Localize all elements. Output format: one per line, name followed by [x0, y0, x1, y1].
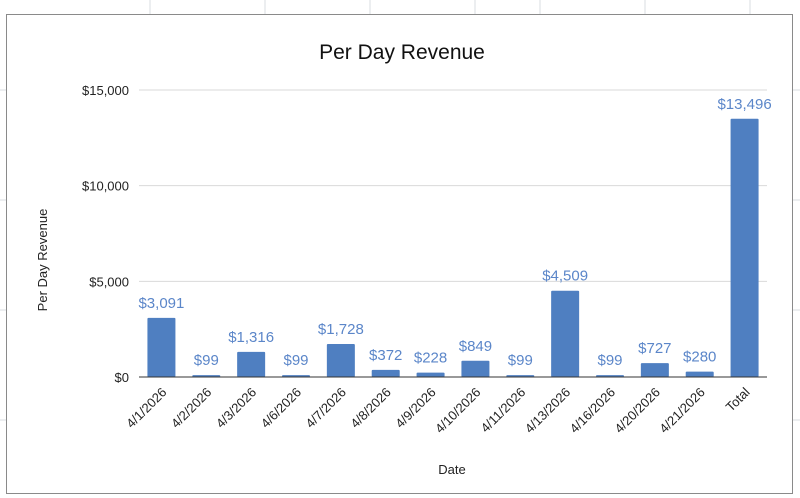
x-tick-label: 4/16/2026 — [567, 385, 619, 437]
data-label: $99 — [194, 352, 219, 369]
data-label: $280 — [683, 349, 716, 366]
bar-chart: Per Day Revenue Per Day Revenue Date $0$… — [35, 41, 772, 477]
x-tick-label: 4/21/2026 — [656, 385, 708, 437]
y-tick-label: $0 — [115, 370, 129, 385]
x-tick-label: 4/2/2026 — [168, 385, 214, 431]
x-tick-label: 4/3/2026 — [213, 385, 259, 431]
bar — [685, 371, 714, 377]
bar — [640, 363, 669, 377]
bars — [147, 118, 759, 377]
chart-container[interactable]: Per Day Revenue Per Day Revenue Date $0 $… — [6, 14, 793, 494]
y-tick-label: $15,000 — [82, 83, 129, 98]
x-tick-label: 4/7/2026 — [303, 385, 349, 431]
x-tick-label: Total — [723, 384, 753, 414]
data-label: $99 — [508, 352, 533, 369]
bar — [237, 351, 266, 377]
x-tick-label: 4/9/2026 — [392, 385, 438, 431]
gridlines — [139, 89, 767, 282]
x-tick-label: 4/8/2026 — [347, 385, 393, 431]
bar — [371, 369, 400, 377]
bar — [147, 317, 176, 377]
y-axis-title: Per Day Revenue — [35, 209, 50, 312]
data-label: $13,496 — [717, 96, 771, 113]
x-tick-label: 4/11/2026 — [478, 385, 529, 436]
data-label: $99 — [283, 352, 308, 369]
data-label: $727 — [638, 340, 671, 357]
x-axis-title: Date — [438, 462, 465, 477]
data-label: $849 — [459, 338, 492, 355]
data-label: $372 — [369, 347, 402, 364]
x-tick-label: 4/13/2026 — [522, 385, 574, 437]
x-axis-ticks: 4/1/20264/2/20264/3/20264/6/20264/7/2026… — [123, 384, 753, 436]
data-label: $1,728 — [318, 321, 364, 338]
bar — [551, 290, 580, 377]
y-axis-ticks: $0 $5,000 $10,000 $15,000 — [82, 83, 129, 385]
chart-title: Per Day Revenue — [319, 41, 485, 64]
x-tick-label: 4/1/2026 — [123, 385, 169, 431]
bar — [416, 372, 445, 377]
bar — [326, 343, 355, 377]
bar — [730, 118, 759, 377]
y-tick-label: $5,000 — [89, 274, 129, 289]
data-labels: $3,091 $99 $1,316 $99 $1,728 $372 $228 $849 $99 $… — [138, 96, 771, 369]
y-tick-label: $10,000 — [82, 179, 129, 194]
bar — [461, 360, 490, 377]
x-tick-label: 4/20/2026 — [611, 385, 663, 437]
data-label: $228 — [414, 350, 447, 367]
x-tick-label: 4/6/2026 — [258, 385, 304, 431]
data-label: $99 — [597, 352, 622, 369]
data-label: $3,091 — [138, 295, 184, 312]
data-label: $4,509 — [542, 268, 588, 285]
x-tick-label: 4/10/2026 — [432, 385, 484, 437]
data-label: $1,316 — [228, 329, 274, 346]
